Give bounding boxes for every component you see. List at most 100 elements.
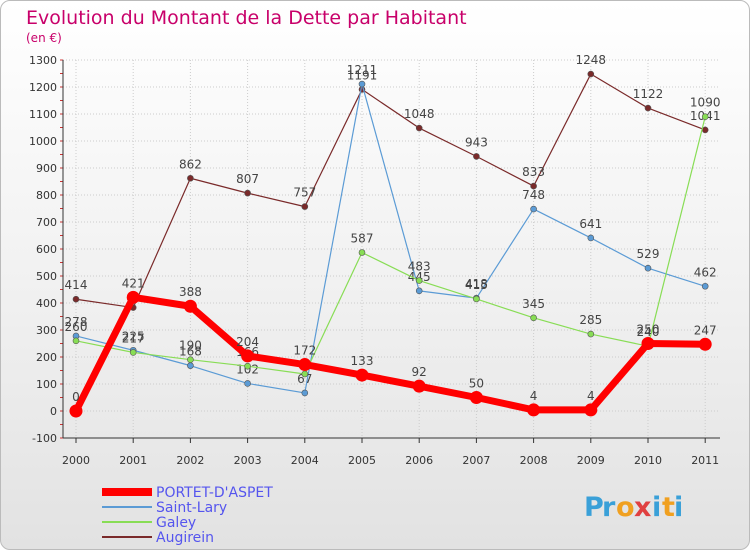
data-label: 807 [236,172,259,186]
x-tick-label: 2005 [348,454,376,467]
data-point [584,403,598,417]
data-point [473,295,480,303]
y-tick-label: 300 [36,324,57,337]
data-label: 217 [122,331,145,345]
y-tick-label: 1100 [29,108,57,121]
data-label: 4 [530,389,538,403]
data-point [187,174,194,182]
y-tick-label: 200 [36,351,57,364]
data-label: 862 [179,157,202,171]
data-label: 833 [522,165,545,179]
data-point [241,349,255,363]
brand-logo-letter: r [602,492,616,523]
y-tick-label: 1300 [29,54,57,67]
data-point [187,356,194,364]
data-point [698,337,712,351]
data-label: 345 [522,297,545,311]
data-point [587,234,595,242]
data-point [473,153,480,160]
x-tick-label: 2006 [405,454,433,467]
data-label: 462 [694,265,717,279]
series-line [75,116,706,375]
data-label: 418 [465,277,488,291]
data-label: 0 [72,390,80,404]
y-tick-label: -100 [32,432,57,445]
data-point [72,295,80,303]
series-line [75,73,706,309]
legend-label: Galey [156,515,196,531]
brand-logo-letter: o [616,492,635,523]
data-point [415,287,423,295]
data-point [301,370,309,378]
data-point [358,249,366,256]
data-label: 4 [587,389,595,403]
data-point [301,389,309,397]
data-point [129,349,137,356]
data-label: 133 [351,354,374,368]
data-label: 1090 [690,96,721,110]
brand-logo-letter: x [634,492,651,523]
x-tick-label: 2009 [577,454,605,467]
chart-subtitle: (en €) [26,31,62,45]
data-label: 445 [408,270,431,284]
data-point [69,404,83,418]
data-point [587,330,595,338]
brand-logo-letter: i [674,492,683,523]
series-line [75,83,706,394]
data-label: 388 [179,285,202,299]
data-point [187,362,194,369]
data-point [701,282,709,290]
data-point [701,113,709,120]
data-label: 225 [122,329,145,343]
data-label: 92 [412,365,427,379]
y-tick-label: 700 [36,216,57,229]
x-tick-label: 2001 [119,454,147,467]
data-point [126,290,140,304]
x-tick-label: 2008 [520,454,548,467]
data-point [72,337,80,345]
data-label: 67 [297,372,312,386]
data-label: 168 [179,345,202,359]
y-tick-label: 500 [36,270,57,283]
data-point [644,264,652,272]
chart-title: Evolution du Montant de la Dette par Hab… [26,7,467,29]
data-point [358,80,366,88]
data-point [530,314,537,322]
y-tick-label: 600 [36,243,57,256]
data-label: 260 [65,320,88,334]
data-point [415,124,423,132]
data-label: 943 [465,135,488,149]
data-label: 190 [179,339,202,353]
data-label: 421 [122,276,145,290]
data-point [530,205,537,213]
data-point [301,203,309,210]
data-label: 414 [65,278,88,292]
data-label: 50 [469,377,484,391]
data-label: 1248 [576,53,607,67]
data-point [641,337,655,350]
data-point [244,380,251,387]
data-point [527,403,541,417]
data-point [183,299,197,313]
data-point [355,368,369,382]
data-label: 1211 [347,63,378,77]
y-tick-label: 1000 [29,135,57,148]
series-line [72,293,709,415]
data-label: 757 [293,186,316,200]
x-tick-label: 2010 [634,454,662,467]
x-tick-label: 2007 [462,454,490,467]
data-label: 1191 [347,68,378,82]
y-tick-label: 900 [36,162,57,175]
data-label: 250 [637,323,660,337]
brand-logo-letter: t [662,492,675,523]
brand-logo-letter: P [584,492,604,523]
data-point [530,182,537,190]
data-point [587,70,595,78]
data-point [644,104,652,112]
data-label: 1122 [633,87,664,101]
data-label: 415 [465,278,488,292]
data-point [244,362,251,370]
data-label: 285 [579,313,602,327]
data-label: 247 [694,323,717,337]
